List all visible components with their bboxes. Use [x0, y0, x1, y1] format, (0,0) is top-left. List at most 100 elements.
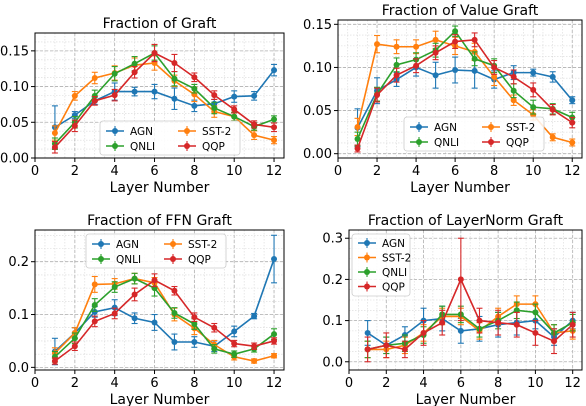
legend-entry-qnli: QNLI — [106, 141, 155, 153]
legend-label: QNLI — [130, 141, 155, 153]
axes-frame — [34, 229, 285, 371]
data-point — [191, 102, 198, 109]
y-tick-label: 0.2 — [322, 273, 343, 288]
axes-frame — [348, 229, 583, 371]
legend-entry-sst-2: SST-2 — [358, 252, 411, 265]
x-tick-label: 12 — [266, 376, 283, 391]
data-point — [111, 310, 118, 317]
legend-entry-agn: AGN — [410, 122, 457, 134]
legend-box — [403, 116, 545, 152]
data-point — [491, 73, 498, 80]
series-agn — [354, 53, 576, 148]
data-point — [530, 104, 537, 111]
data-point — [271, 116, 278, 123]
axes-frame — [337, 19, 583, 159]
legend-label: QQP — [188, 254, 211, 266]
data-point — [364, 329, 371, 336]
data-point — [549, 134, 556, 141]
chart-3: 0 2 4 6 8 10 12 0.0 0.1 0.2 Fraction of FFN Graft L… — [8, 213, 285, 406]
x-tick-label: 4 — [412, 164, 420, 179]
data-point — [569, 139, 576, 146]
legend-label: QNLI — [116, 254, 141, 266]
x-tick-label: 2 — [71, 164, 79, 179]
data-point — [251, 92, 258, 99]
data-point — [191, 339, 198, 345]
data-point — [171, 60, 178, 66]
data-point — [532, 309, 539, 316]
data-point — [111, 70, 118, 77]
series-line — [54, 258, 275, 353]
data-point — [549, 73, 556, 80]
legend: AGN SST-2 QNLI QQP — [351, 233, 411, 297]
data-point — [171, 339, 178, 345]
x-axis-label: Layer Number — [110, 180, 210, 196]
y-tick-label: 0.2 — [8, 255, 29, 270]
x-tick-label: 2 — [71, 376, 79, 391]
chart-title: Fraction of LayerNorm Graft — [368, 213, 564, 229]
legend-entry-qqp: QQP — [178, 141, 225, 153]
data-point — [513, 321, 520, 328]
legend-entry-sst-2: SST-2 — [178, 126, 231, 138]
data-point — [251, 132, 258, 139]
data-point — [91, 97, 98, 104]
data-point — [354, 136, 361, 143]
x-tick-label: 8 — [190, 164, 198, 179]
series-line — [54, 62, 275, 141]
data-point — [171, 75, 178, 82]
chart-4: 0 2 4 6 8 10 12 0.0 0.1 0.2 0.3 Fraction of LayerNo… — [322, 213, 583, 406]
data-point — [171, 309, 178, 316]
series-line — [356, 66, 573, 129]
data-point — [439, 319, 446, 326]
data-point — [271, 256, 278, 263]
y-tick-label: 0.05 — [0, 116, 29, 131]
data-point — [131, 60, 138, 67]
legend-label: AGN — [130, 126, 153, 138]
legend-label: QNLI — [434, 137, 459, 149]
series-line — [54, 52, 275, 148]
legend: AGN SST-2 QNLI QQP — [85, 233, 227, 269]
data-point — [432, 49, 439, 56]
data-point — [151, 277, 158, 284]
legend-entry-qnli: QNLI — [410, 137, 459, 149]
legend-label: QQP — [506, 137, 529, 149]
chart-2: 0 2 4 6 8 10 12 0.00 0.05 0.10 0.15 Fraction of Val… — [303, 3, 583, 196]
y-tick-label: 0.3 — [322, 232, 343, 247]
legend-label: SST-2 — [506, 122, 535, 134]
legend-entry-qqp: QQP — [164, 254, 211, 266]
data-point — [569, 321, 576, 328]
data-point — [111, 92, 118, 99]
chart-title: Fraction of Value Graft — [382, 3, 539, 19]
y-tick-label: 0.15 — [303, 18, 332, 33]
data-point — [171, 95, 178, 102]
data-point — [401, 346, 408, 353]
y-tick-label: 0.0 — [8, 361, 29, 376]
legend-label: AGN — [434, 122, 457, 134]
data-point — [495, 319, 502, 326]
data-point — [111, 284, 118, 291]
data-point — [191, 85, 198, 92]
data-point — [393, 43, 400, 50]
series-line — [356, 39, 573, 149]
data-point — [231, 93, 238, 100]
x-tick-label: 0 — [345, 376, 353, 391]
data-point — [131, 88, 138, 95]
data-point — [513, 307, 520, 314]
legend-entry-sst-2: SST-2 — [482, 122, 535, 134]
legend-box — [351, 233, 411, 297]
data-point — [151, 88, 158, 95]
data-point — [131, 69, 138, 76]
legend-marker — [364, 283, 370, 290]
data-point — [231, 328, 238, 335]
data-point — [452, 38, 459, 45]
y-tick-label: 0.0 — [322, 355, 343, 370]
data-point — [569, 97, 576, 104]
data-point — [432, 72, 439, 79]
x-axis-label: Layer Number — [110, 392, 210, 406]
data-point — [131, 315, 138, 322]
x-tick-label: 8 — [490, 164, 498, 179]
data-point — [271, 352, 278, 359]
data-point — [549, 106, 556, 113]
data-point — [271, 337, 278, 344]
data-point — [530, 111, 537, 118]
